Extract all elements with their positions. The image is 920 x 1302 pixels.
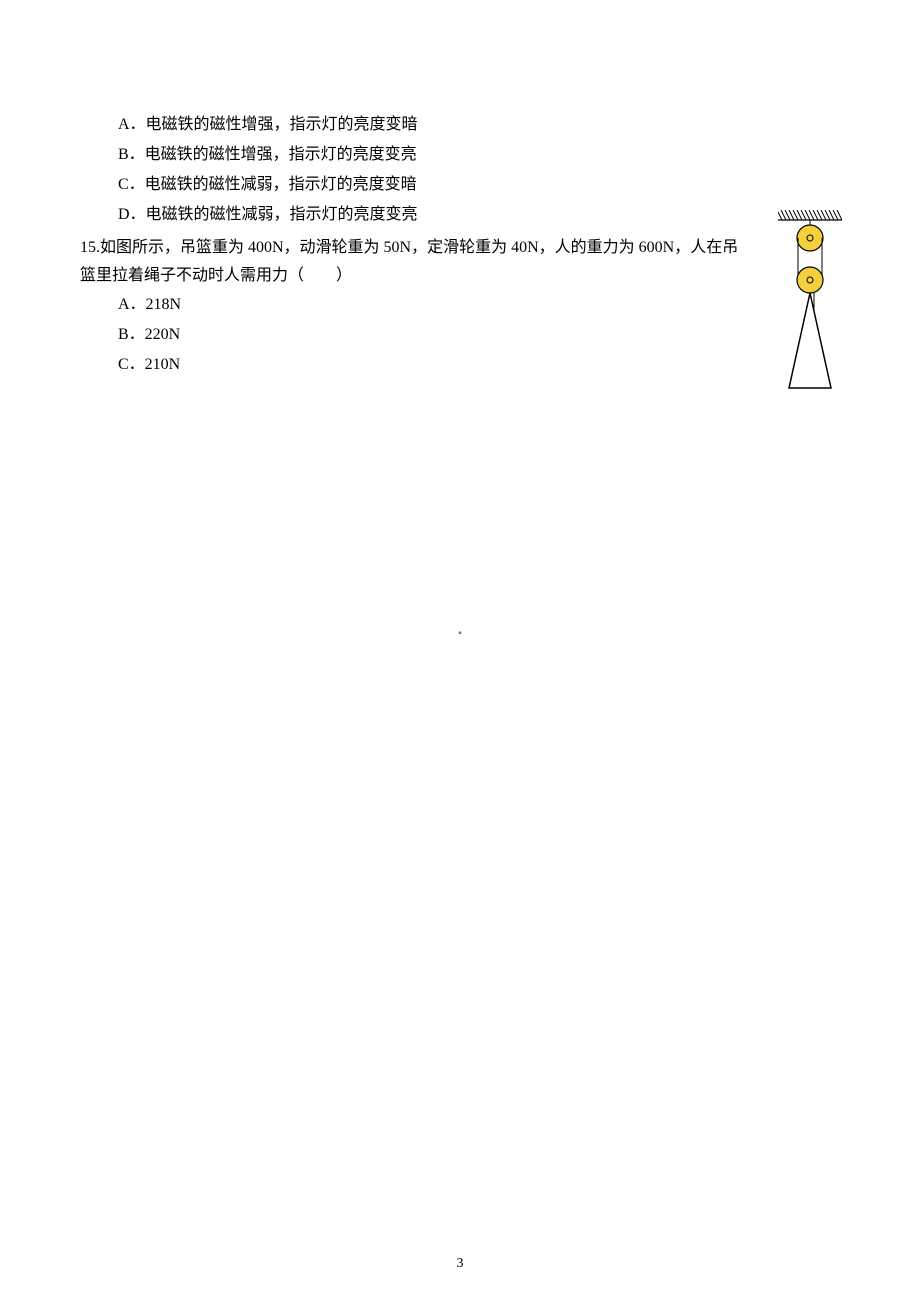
q14-option-a: A．电磁铁的磁性增强，指示灯的亮度变暗: [80, 110, 840, 140]
q14-option-b: B．电磁铁的磁性增强，指示灯的亮度变亮: [80, 140, 840, 170]
q14-option-d: D．电磁铁的磁性减弱，指示灯的亮度变亮: [80, 200, 840, 230]
pulley-figure: [778, 210, 842, 420]
q15-stem: 15.如图所示，吊篮重为 400N，动滑轮重为 50N，定滑轮重为 40N，人的…: [80, 234, 840, 290]
q14-option-c: C．电磁铁的磁性减弱，指示灯的亮度变暗: [80, 170, 840, 200]
q15-stem-line2: 篮里拉着绳子不动时人需用力（ ）: [80, 262, 750, 290]
q15-option-a: A．218N: [80, 290, 840, 320]
q15-option-b: B．220N: [80, 320, 840, 350]
q15-option-c: C．210N: [80, 350, 840, 380]
watermark-dot: ▪: [458, 628, 462, 639]
q15-stem-line1: 15.如图所示，吊篮重为 400N，动滑轮重为 50N，定滑轮重为 40N，人的…: [80, 234, 750, 262]
pulley-figure-svg: [778, 210, 842, 415]
page: A．电磁铁的磁性增强，指示灯的亮度变暗 B．电磁铁的磁性增强，指示灯的亮度变亮 …: [0, 0, 920, 1302]
page-number: 3: [0, 1256, 920, 1272]
